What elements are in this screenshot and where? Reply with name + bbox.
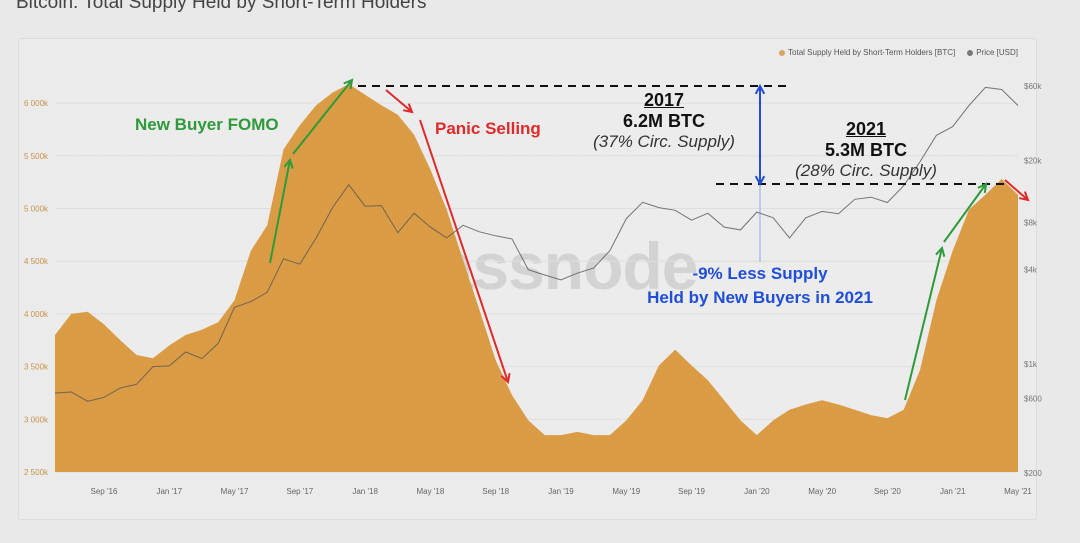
arrow-icon-2021-down bbox=[1004, 179, 1030, 202]
x-tick-label: Sep '20 bbox=[874, 487, 901, 496]
arrow-icon-fomo-1-shaft bbox=[269, 159, 291, 264]
supply-area bbox=[55, 84, 1018, 472]
y-right-tick-label: $60k bbox=[1024, 82, 1042, 91]
annotation-diff: -9% Less Supply Held by New Buyers in 20… bbox=[620, 262, 900, 310]
x-tick-label: Jan '21 bbox=[940, 487, 966, 496]
arrow-icon-fomo-2 bbox=[292, 78, 354, 155]
annotation-2021-amount: 5.3M BTC bbox=[824, 140, 907, 160]
x-tick-label: Sep '19 bbox=[678, 487, 705, 496]
x-tick-label: May '17 bbox=[221, 487, 249, 496]
y-right-tick-label: $20k bbox=[1024, 157, 1042, 166]
annotation-diff-line2: Held by New Buyers in 2021 bbox=[647, 288, 873, 307]
legend-dot-icon bbox=[967, 49, 974, 56]
x-tick-label: Sep '16 bbox=[91, 487, 118, 496]
arrow-icon-2021-1-shaft bbox=[904, 247, 943, 401]
annotation-2021: 2021 5.3M BTC (28% Circ. Supply) bbox=[780, 119, 952, 181]
legend-item-supply[interactable]: Total Supply Held by Short-Term Holders … bbox=[779, 48, 955, 57]
arrow-icon-panic-2 bbox=[419, 119, 511, 384]
annotation-fomo: New Buyer FOMO bbox=[135, 115, 279, 134]
double-arrow-icon-diff-head bbox=[754, 83, 766, 95]
y-right-tick-label: $200 bbox=[1024, 469, 1042, 478]
legend-dot-icon bbox=[779, 49, 786, 56]
arrow-icon-2021-1-head bbox=[935, 245, 946, 257]
x-tick-label: Sep '17 bbox=[286, 487, 313, 496]
arrow-icon-2021-2 bbox=[943, 182, 988, 243]
x-tick-label: Jan '20 bbox=[744, 487, 770, 496]
arrow-icon-panic-2-head bbox=[500, 372, 511, 384]
legend-label: Total Supply Held by Short-Term Holders … bbox=[788, 48, 956, 57]
arrow-icon-panic-2-shaft bbox=[419, 119, 509, 383]
price-line bbox=[54, 86, 1019, 402]
y-left-tick-label: 5 500k bbox=[24, 152, 49, 161]
annotation-2017: 2017 6.2M BTC (37% Circ. Supply) bbox=[578, 90, 750, 152]
y-left-tick-label: 6 000k bbox=[24, 99, 49, 108]
arrow-icon-2021-2-head bbox=[977, 182, 988, 194]
x-tick-label: Jan '17 bbox=[156, 487, 182, 496]
x-tick-label: May '19 bbox=[612, 487, 640, 496]
annotation-2021-pct: (28% Circ. Supply) bbox=[795, 161, 937, 180]
arrow-icon-panic-1-head bbox=[402, 103, 414, 114]
arrow-icon-fomo-1-head bbox=[283, 157, 294, 169]
y-left-tick-label: 3 000k bbox=[24, 415, 49, 424]
double-arrow-icon-diff bbox=[754, 83, 766, 187]
y-right-tick-label: $1k bbox=[1024, 360, 1038, 369]
arrow-icon-panic-1-shaft bbox=[385, 89, 413, 113]
y-left-tick-label: 3 500k bbox=[24, 363, 49, 372]
arrow-icon-fomo-1 bbox=[269, 157, 294, 264]
x-tick-label: Jan '18 bbox=[352, 487, 378, 496]
y-right-tick-label: $8k bbox=[1024, 219, 1038, 228]
annotation-2017-amount: 6.2M BTC bbox=[622, 111, 705, 131]
arrow-icon-2021-1 bbox=[904, 245, 946, 401]
arrow-icon-2021-2-shaft bbox=[943, 183, 987, 243]
x-tick-label: Jan '19 bbox=[548, 487, 574, 496]
arrow-icon-2021-down-head bbox=[1018, 191, 1030, 202]
y-left-tick-label: 4 000k bbox=[24, 310, 49, 319]
annotation-2021-year: 2021 bbox=[845, 119, 887, 139]
legend-item-price[interactable]: Price [USD] bbox=[967, 48, 1018, 57]
arrow-icon-panic-1 bbox=[385, 89, 414, 114]
y-left-tick-label: 5 000k bbox=[24, 205, 49, 214]
arrow-icon-fomo-2-shaft bbox=[292, 79, 353, 155]
annotation-panic: Panic Selling bbox=[435, 119, 541, 138]
x-tick-label: May '21 bbox=[1004, 487, 1032, 496]
y-right-tick-label: $4k bbox=[1024, 266, 1038, 275]
annotation-2017-year: 2017 bbox=[643, 90, 685, 110]
arrow-icon-fomo-2-head bbox=[343, 78, 354, 90]
y-right-tick-label: $600 bbox=[1024, 394, 1042, 403]
y-left-tick-label: 2 500k bbox=[24, 468, 49, 477]
supply-bars bbox=[54, 90, 1016, 472]
x-tick-label: Sep '18 bbox=[482, 487, 509, 496]
legend-label: Price [USD] bbox=[976, 48, 1018, 57]
legend: Total Supply Held by Short-Term Holders … bbox=[779, 48, 1018, 57]
x-tick-label: May '18 bbox=[417, 487, 445, 496]
annotation-diff-line1: -9% Less Supply bbox=[692, 264, 828, 283]
annotation-2017-pct: (37% Circ. Supply) bbox=[593, 132, 735, 151]
y-left-tick-label: 4 500k bbox=[24, 257, 49, 266]
double-arrow-icon-diff-head bbox=[754, 175, 766, 187]
arrow-icon-2021-down-shaft bbox=[1004, 179, 1029, 201]
x-tick-label: May '20 bbox=[808, 487, 836, 496]
page-title: Bitcoin: Total Supply Held by Short-Term… bbox=[16, 0, 427, 13]
